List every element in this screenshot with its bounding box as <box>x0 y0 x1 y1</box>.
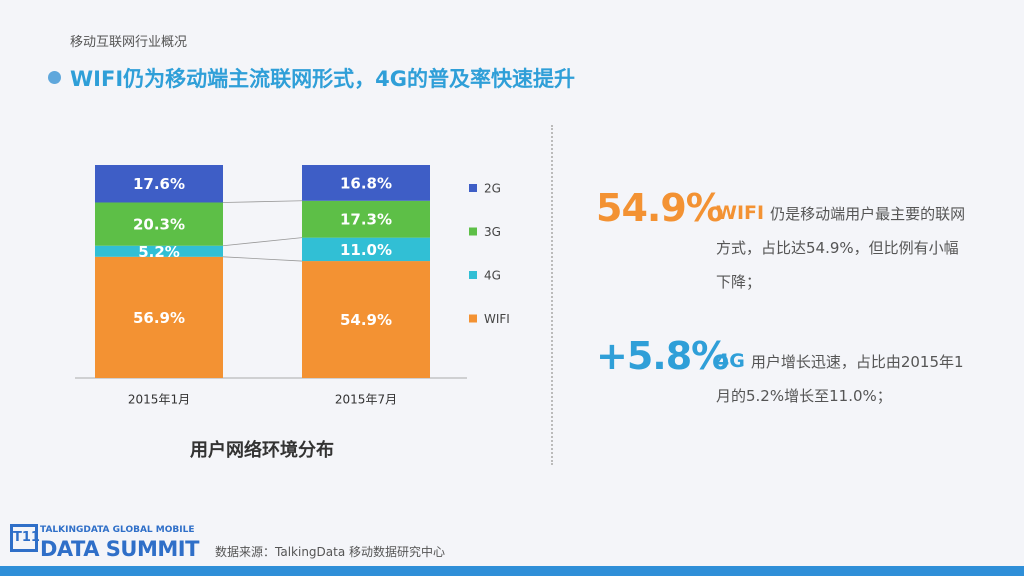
data-label: 20.3% <box>133 216 185 234</box>
title-dot <box>48 71 61 84</box>
section-label: 移动互联网行业概况 <box>70 35 188 50</box>
legend-label: 2G <box>484 182 501 196</box>
connector-line <box>222 256 303 262</box>
divider <box>551 125 553 465</box>
logo-mark: T11 <box>10 524 40 552</box>
chart-caption: 用户网络环境分布 <box>190 439 334 461</box>
bottom-bar <box>0 566 1024 576</box>
bar-segment <box>95 165 223 203</box>
bar-segment <box>302 200 430 238</box>
data-label: 5.2% <box>138 243 180 261</box>
bar-segment <box>95 256 223 378</box>
highlight-text: 仍是移动端用户最主要的联网方式，占比达54.9%，但比例有小幅下降； <box>716 205 966 291</box>
x-tick-label: 2015年7月 <box>335 393 397 407</box>
highlight-figure: 54.9% <box>596 186 724 230</box>
data-label: 56.9% <box>133 309 185 327</box>
highlight-keyword: 4G <box>716 350 745 372</box>
source-note: 数据来源：TalkingData 移动数据研究中心 <box>215 545 446 559</box>
highlight-text-block: 4G 用户增长迅速，占比由2015年1月的5.2%增长至11.0%； <box>716 344 966 413</box>
legend-swatch <box>469 314 477 323</box>
data-label: 11.0% <box>340 241 392 259</box>
x-tick-label: 2015年1月 <box>128 393 190 407</box>
chart: 用户网络环境分布 56.9% 54.9% 5.2% 11.0% 20.3% 17.3% 17… <box>75 165 510 461</box>
bar-segment <box>302 261 430 378</box>
legend-swatch <box>469 184 477 192</box>
bar-segment <box>302 237 430 262</box>
legend-swatch <box>469 227 477 236</box>
logo-top: TALKINGDATA GLOBAL MOBILE <box>40 525 195 535</box>
legend-label: 4G <box>484 269 501 283</box>
bar-segment <box>95 245 223 257</box>
data-label: 17.3% <box>340 211 392 229</box>
slide-title: WIFI仍为移动端主流联网形式，4G的普及率快速提升 <box>70 67 575 91</box>
data-label: 16.8% <box>340 174 392 192</box>
highlight-text-block: WIFI 仍是移动端用户最主要的联网方式，占比达54.9%，但比例有小幅下降； <box>716 196 966 299</box>
data-label: 54.9% <box>340 311 392 329</box>
legend-label: 3G <box>484 225 501 239</box>
bar-segment <box>95 202 223 246</box>
data-label: 17.6% <box>133 175 185 193</box>
logo-main: DATA SUMMIT <box>40 537 199 561</box>
highlight-figure: +5.8% <box>596 334 729 378</box>
highlight-text: 用户增长迅速，占比由2015年1月的5.2%增长至11.0%； <box>716 353 964 405</box>
connector-line <box>222 200 303 203</box>
bar-segment <box>302 165 430 201</box>
connector-line <box>222 237 303 247</box>
highlight-keyword: WIFI <box>716 202 765 224</box>
legend-label: WIFI <box>484 312 510 326</box>
legend-swatch <box>469 271 477 279</box>
